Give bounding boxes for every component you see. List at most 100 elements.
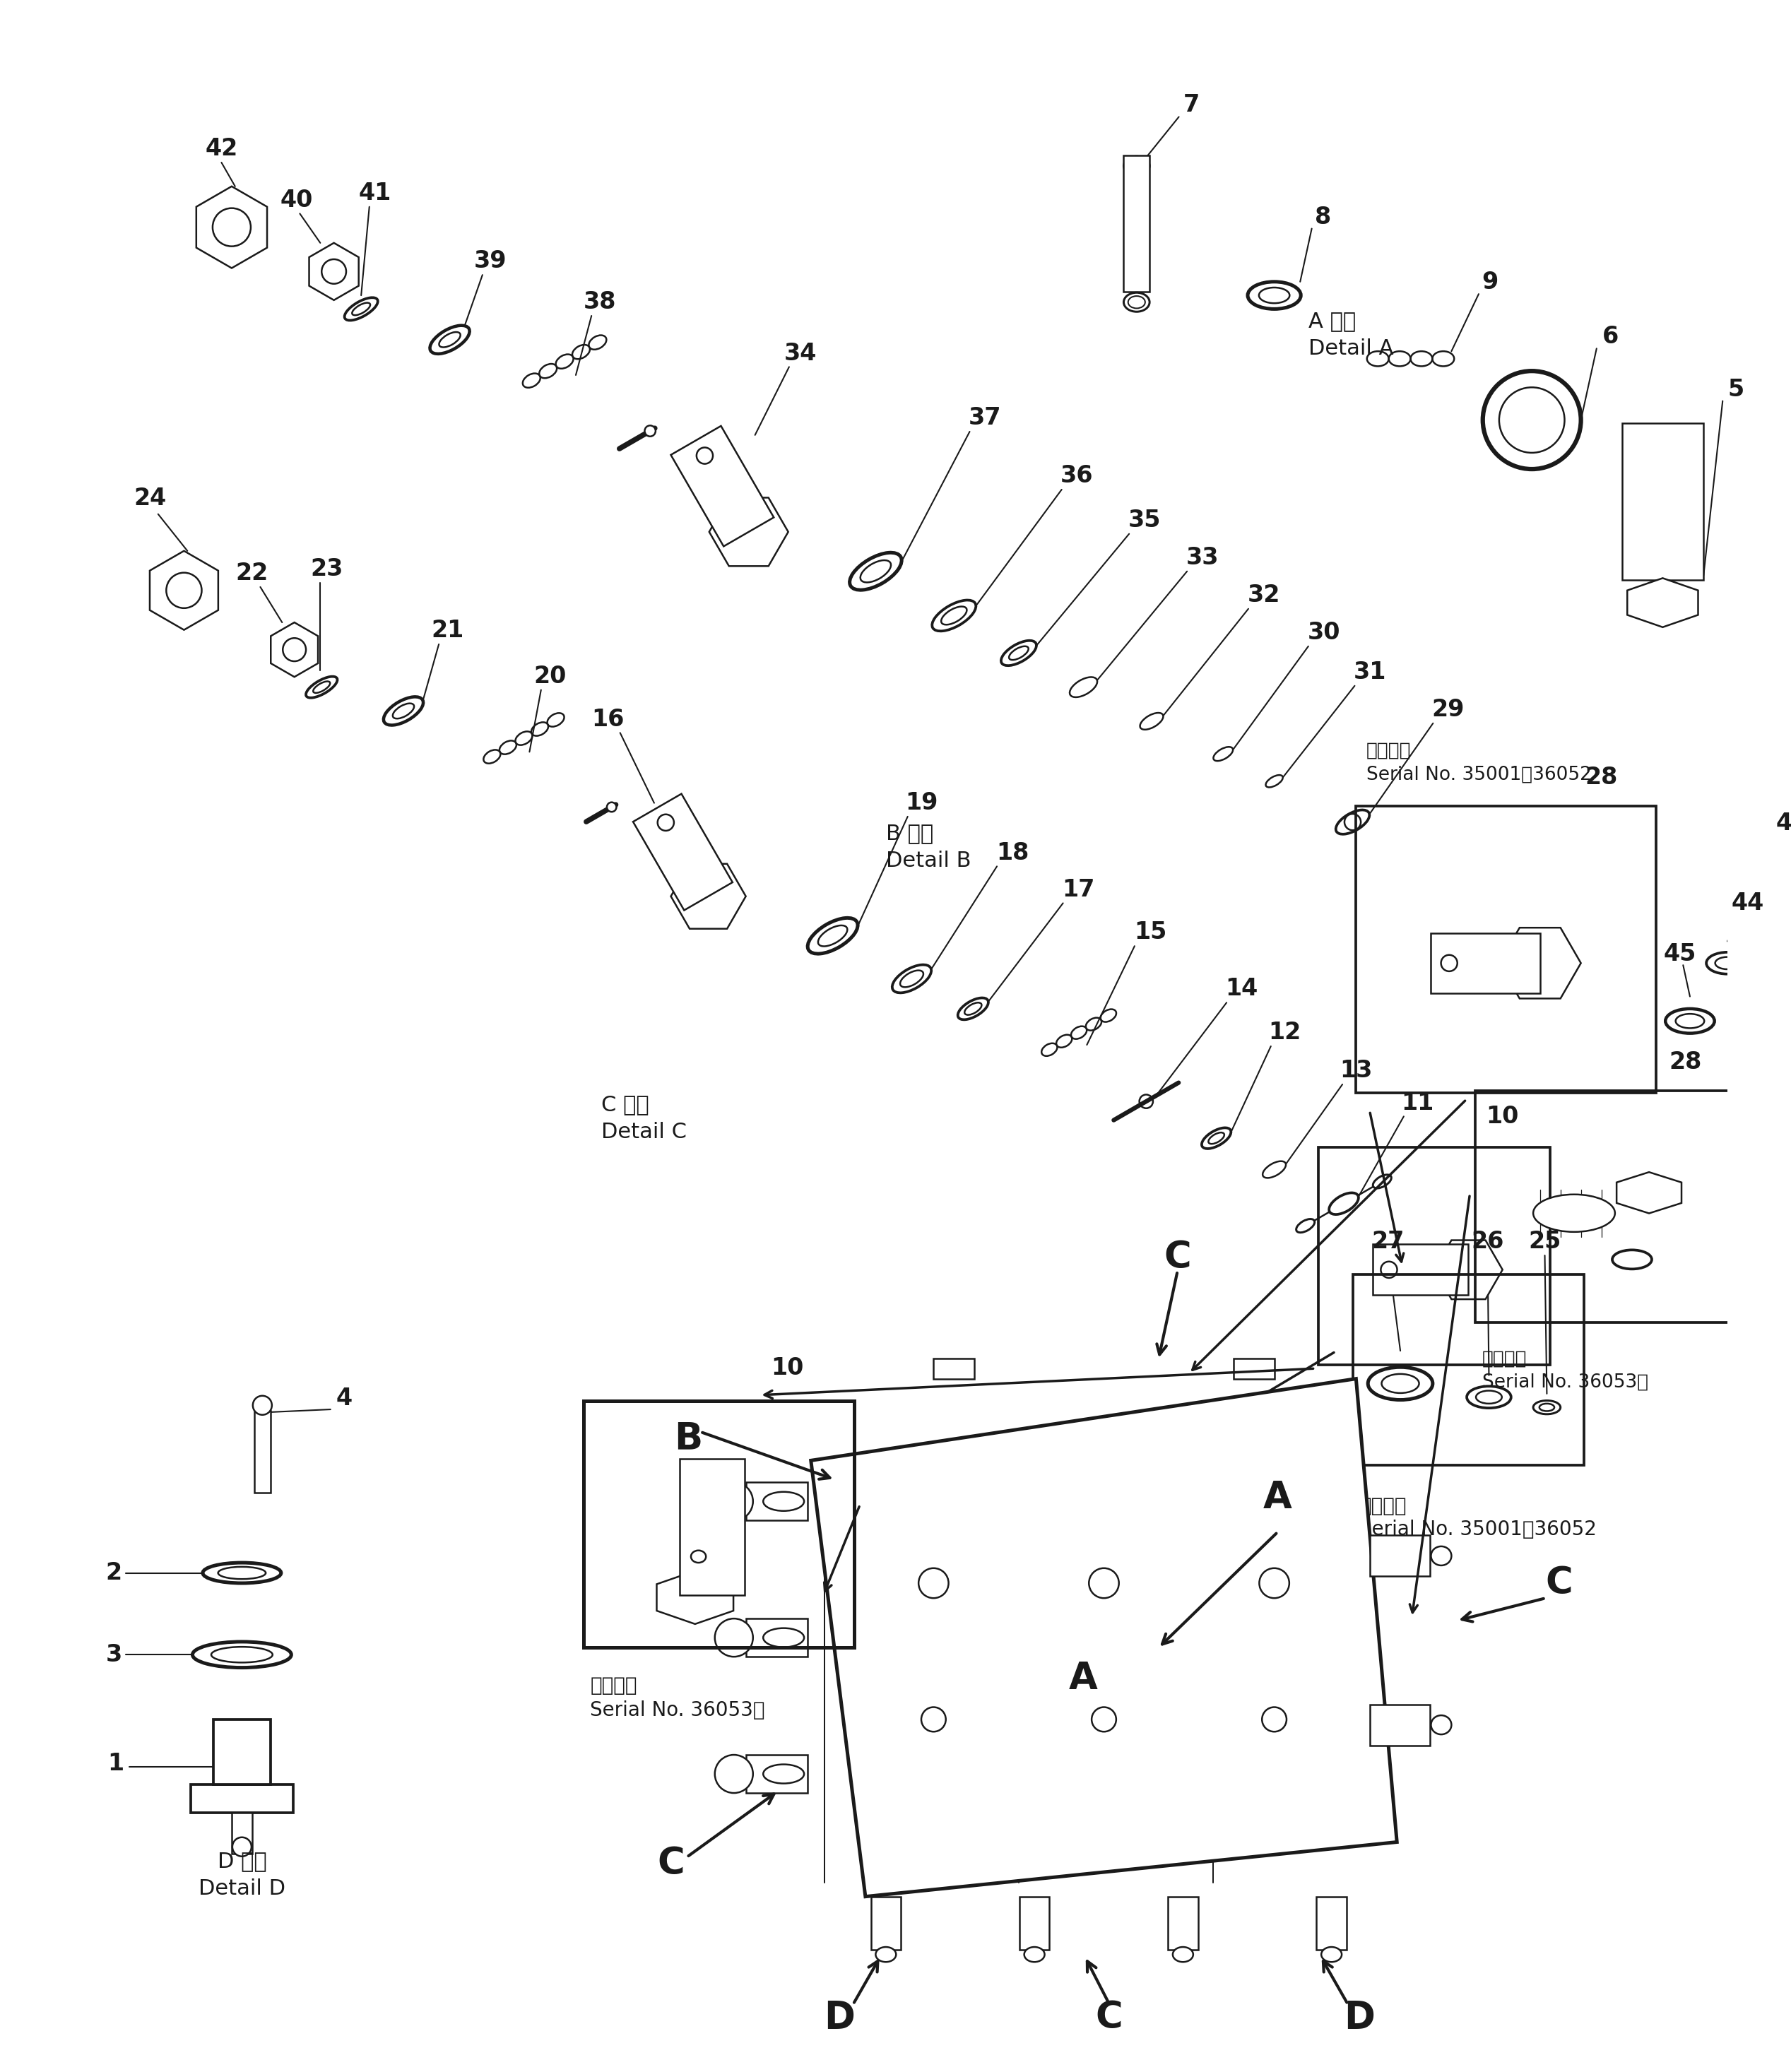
Ellipse shape [818,926,847,947]
Text: 43: 43 [1775,812,1791,835]
Text: 24: 24 [134,487,167,510]
Text: 36: 36 [1060,464,1093,487]
Circle shape [715,1618,752,1658]
Bar [679,1459,745,1595]
Ellipse shape [439,332,460,348]
Text: 16: 16 [591,707,625,731]
Text: Detail B: Detail B [887,852,971,870]
Ellipse shape [1666,1009,1714,1034]
Text: 11: 11 [1401,1092,1435,1115]
Ellipse shape [1008,646,1028,659]
Text: 19: 19 [904,792,938,814]
Bar [1623,423,1703,580]
Bar [1476,1090,1734,1322]
Text: D: D [824,1999,854,2037]
Polygon shape [632,794,733,910]
Text: 29: 29 [1431,698,1465,721]
Ellipse shape [1716,957,1739,970]
Polygon shape [1499,928,1581,999]
Text: C: C [1096,1999,1123,2037]
Ellipse shape [876,1948,896,1962]
Text: B: B [673,1419,702,1457]
Text: 41: 41 [358,182,390,205]
Text: 39: 39 [475,249,507,274]
Circle shape [697,448,713,464]
Polygon shape [1431,932,1540,992]
Ellipse shape [1431,1546,1451,1566]
Text: 12: 12 [1268,1021,1300,1044]
Text: 13: 13 [1340,1059,1372,1082]
Text: 37: 37 [969,406,1001,429]
Text: 28: 28 [1585,767,1617,789]
Text: 22: 22 [236,562,269,584]
Circle shape [213,207,251,247]
Text: Serial No. 35001～36052: Serial No. 35001～36052 [1359,1519,1598,1539]
Bar [254,1411,270,1492]
Circle shape [1483,371,1581,468]
Polygon shape [1374,1243,1469,1295]
Ellipse shape [383,696,423,725]
Ellipse shape [1297,1218,1315,1233]
Ellipse shape [965,1003,981,1015]
Ellipse shape [1538,1403,1555,1411]
Circle shape [283,638,306,661]
Ellipse shape [901,970,924,986]
Text: 21: 21 [432,620,464,642]
Text: 7: 7 [1182,93,1200,116]
Circle shape [657,814,673,831]
Bar [747,1481,808,1521]
Text: 28: 28 [1669,1051,1701,1073]
Ellipse shape [1533,1193,1615,1233]
Circle shape [607,802,616,812]
Polygon shape [709,497,788,566]
Ellipse shape [892,966,931,992]
Ellipse shape [1259,288,1290,303]
Polygon shape [1435,1241,1503,1299]
Text: 14: 14 [1225,978,1257,1001]
Bar [1370,1535,1429,1577]
Circle shape [1345,814,1361,831]
Ellipse shape [1533,1401,1560,1415]
Ellipse shape [1707,953,1748,974]
Ellipse shape [1069,678,1098,696]
Ellipse shape [1001,640,1037,665]
Text: 5: 5 [1728,377,1744,402]
Text: 4: 4 [337,1386,353,1411]
Ellipse shape [313,682,330,692]
Text: 10: 10 [1487,1104,1519,1127]
Ellipse shape [344,298,378,321]
Bar [870,1896,901,1950]
Bar [747,1618,808,1658]
Circle shape [715,1481,752,1521]
Ellipse shape [1750,879,1787,897]
Polygon shape [150,551,219,630]
Ellipse shape [1322,1948,1341,1962]
Ellipse shape [1024,1948,1044,1962]
Ellipse shape [1374,1175,1392,1187]
Text: 8: 8 [1315,205,1331,228]
Text: Detail D: Detail D [199,1877,285,1898]
Text: 15: 15 [1134,920,1166,945]
Text: 30: 30 [1307,622,1340,644]
Ellipse shape [430,325,469,354]
Text: 23: 23 [310,557,344,580]
Ellipse shape [392,702,414,719]
Text: C: C [1546,1564,1572,1602]
Ellipse shape [691,1550,706,1562]
Ellipse shape [306,675,337,698]
Circle shape [1381,1262,1397,1278]
Text: 26: 26 [1470,1231,1504,1254]
Ellipse shape [958,999,989,1019]
Bar [1352,1274,1585,1465]
Circle shape [715,1755,752,1792]
Bar [1356,806,1657,1092]
Ellipse shape [1431,1716,1451,1734]
Text: 10: 10 [770,1357,804,1380]
Circle shape [167,572,202,607]
Circle shape [233,1838,251,1857]
Ellipse shape [1266,775,1282,787]
Text: 3: 3 [106,1643,122,1666]
Ellipse shape [1467,1386,1512,1409]
Ellipse shape [1123,292,1150,311]
Ellipse shape [763,1629,804,1647]
